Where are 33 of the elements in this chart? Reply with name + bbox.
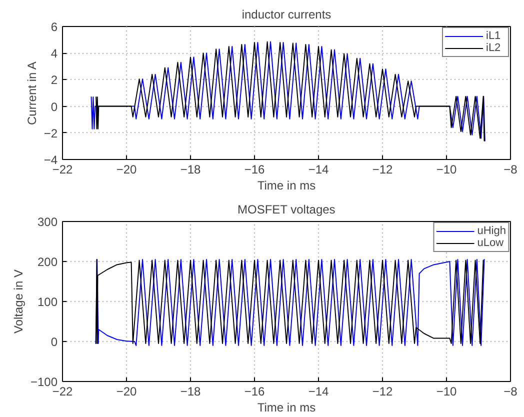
y-axis-title: Current in A (24, 62, 39, 126)
y-tick-label: 2 (50, 73, 58, 88)
legend-label: uHigh (477, 225, 506, 237)
x-tick-label: −18 (180, 162, 202, 176)
x-tick-label: −8 (504, 384, 518, 398)
y-tick-label: 4 (50, 46, 58, 61)
y-tick-label: 6 (50, 20, 58, 34)
x-tick-label: −8 (504, 162, 518, 176)
x-tick-label: −10 (436, 162, 458, 176)
legend-label: iL1 (486, 30, 502, 42)
y-tick-label: 0 (50, 335, 58, 349)
y-axis-title: Voltage in V (11, 269, 26, 334)
x-axis-title: Time in ms (257, 178, 316, 192)
legend-label: uLow (477, 237, 504, 249)
x-tick-label: −12 (372, 162, 394, 176)
y-tick-label: 300 (37, 215, 58, 229)
y-tick-label: −2 (44, 126, 58, 140)
chart-title: MOSFET voltages (237, 202, 336, 216)
x-tick-label: −18 (180, 384, 202, 398)
legend-label: iL2 (486, 42, 502, 54)
chart-title: inductor currents (242, 8, 332, 22)
y-tick-label: 100 (37, 295, 58, 309)
x-tick-label: −14 (308, 384, 330, 398)
x-tick-label: −16 (244, 162, 266, 176)
x-axis-title: Time in ms (257, 400, 316, 414)
x-tick-label: −16 (244, 384, 266, 398)
x-tick-label: −10 (436, 384, 458, 398)
x-tick-label: −20 (116, 384, 138, 398)
x-tick-label: −14 (308, 162, 330, 176)
x-tick-label: −12 (372, 384, 394, 398)
y-tick-label: 0 (50, 100, 58, 114)
y-tick-label: 200 (37, 255, 58, 269)
x-tick-label: −20 (116, 162, 138, 176)
